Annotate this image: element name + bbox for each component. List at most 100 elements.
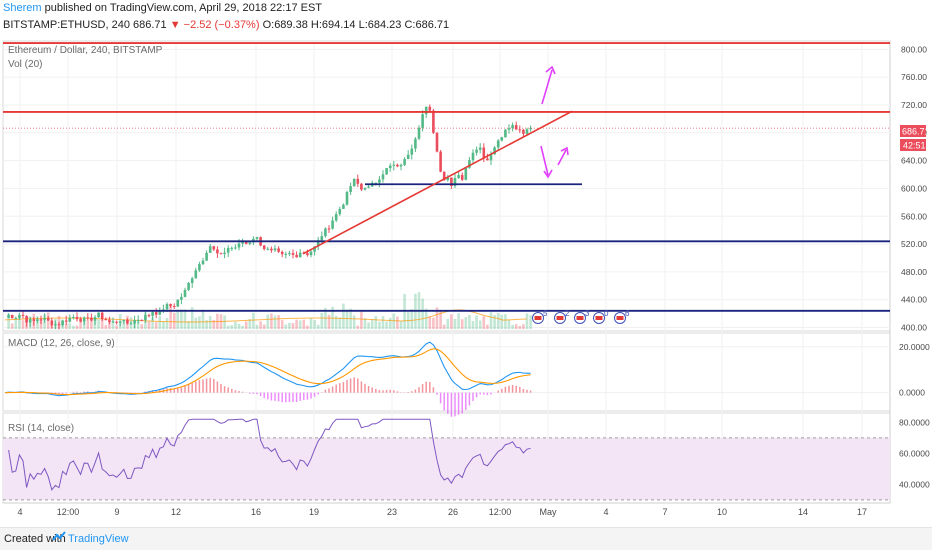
candle-body: [43, 318, 46, 320]
trendline: [302, 110, 573, 255]
candle-body: [392, 164, 396, 166]
candle-body: [442, 171, 446, 181]
volume-bar: [309, 318, 313, 329]
volume-bar: [21, 320, 25, 329]
volume-bar: [111, 320, 115, 329]
candle-body: [403, 159, 406, 165]
volume-bar: [187, 321, 190, 329]
candle-body: [21, 314, 25, 316]
candle-body: [205, 252, 208, 261]
volume-bar: [356, 325, 360, 329]
volume-bar: [194, 317, 198, 329]
candle-body: [313, 246, 316, 252]
time-tick-label: 12: [171, 507, 181, 517]
volume-bar: [298, 320, 302, 329]
volume-bar: [223, 315, 226, 329]
candle-body: [504, 129, 507, 138]
author-link[interactable]: Sherem: [3, 2, 42, 14]
candle-body: [324, 228, 327, 237]
candle-body: [183, 289, 187, 297]
candle-body: [151, 312, 154, 316]
candle-body: [385, 168, 388, 175]
candle-body: [349, 186, 352, 192]
candle-body: [10, 314, 14, 319]
rsi-band: [3, 437, 890, 501]
candle-body: [316, 240, 320, 247]
volume-bar: [374, 316, 378, 329]
candle-body: [306, 253, 309, 256]
time-tick-label: 9: [114, 507, 119, 517]
time-tick-label: 14: [798, 507, 808, 517]
candle-body: [342, 204, 345, 209]
event-flag-count: 2: [565, 309, 570, 318]
volume-bar: [140, 324, 144, 329]
candle-body: [277, 248, 280, 252]
volume-bar: [507, 319, 511, 329]
candle-body: [406, 154, 410, 160]
candle-body: [309, 251, 313, 256]
volume-bar: [338, 317, 342, 329]
candle-body: [320, 236, 324, 241]
price-pane[interactable]: [2, 40, 891, 332]
volume-bar: [226, 325, 230, 329]
candle-body: [165, 304, 169, 310]
candle-body: [399, 164, 403, 167]
candle-body: [374, 182, 378, 184]
volume-bar: [90, 321, 93, 329]
volume-bar: [486, 324, 489, 329]
volume-bar: [248, 319, 252, 329]
candle-body: [424, 106, 428, 115]
tradingview-link[interactable]: TradingView: [68, 533, 129, 545]
time-tick-label: 26: [448, 507, 458, 517]
candle-body: [288, 253, 291, 255]
price-tick-label: 600.00: [901, 183, 927, 193]
candle-body: [68, 317, 72, 322]
volume-bar: [241, 325, 244, 329]
candle-body: [122, 319, 126, 322]
volume-bar: [176, 309, 180, 329]
time-tick-label: 10: [717, 507, 727, 517]
volume-bar: [529, 315, 532, 329]
time-tick-label: 12:00: [57, 507, 80, 517]
candle-body: [97, 312, 100, 318]
macd-pane[interactable]: [2, 332, 891, 412]
volume-bar: [399, 321, 403, 329]
volume-bar: [273, 315, 277, 329]
volume-bar: [316, 324, 320, 329]
volume-bar: [482, 316, 486, 329]
levels: [3, 42, 890, 312]
volume-bar: [72, 325, 75, 329]
tradingview-logo-icon[interactable]: [52, 530, 66, 544]
candle-body: [360, 183, 363, 190]
chart-canvas[interactable]: 400.00440.00480.00520.00560.00600.00640.…: [0, 38, 932, 520]
volume-bar: [68, 323, 72, 329]
volume-bar: [201, 309, 205, 329]
candle-body: [158, 310, 162, 315]
volume-title: Vol (20): [8, 59, 42, 70]
publish-date: published on TradingView.com, April 29, …: [41, 2, 323, 14]
volume-bar: [162, 321, 165, 329]
candle-body: [219, 253, 223, 255]
candle-body: [514, 125, 518, 130]
volume-bar: [284, 324, 288, 329]
macd-title: MACD (12, 26, close, 9): [8, 338, 115, 349]
candle-body: [352, 178, 356, 187]
arrow-up-small-head: [560, 146, 569, 156]
candle-body: [381, 174, 385, 180]
volume-bar: [18, 318, 21, 329]
candle-body: [507, 128, 511, 130]
volume-bar: [388, 317, 392, 329]
time-tick-label: 16: [251, 507, 261, 517]
symbol-line: BITSTAMP:ETHUSD, 240 686.71 ▼ −2.52 (−0.…: [3, 19, 449, 31]
volume-bar: [500, 314, 504, 329]
volume-bar: [266, 314, 270, 329]
candle-body: [36, 319, 39, 321]
rsi-tick-label: 80.0000: [899, 417, 930, 427]
time-tick-label: 23: [387, 507, 397, 517]
candle-body: [64, 320, 68, 322]
candle-body: [223, 252, 226, 255]
candle-body: [198, 264, 201, 271]
volume-bar: [475, 315, 478, 329]
price-tick-label: 440.00: [901, 295, 927, 305]
candle-body: [331, 220, 334, 229]
